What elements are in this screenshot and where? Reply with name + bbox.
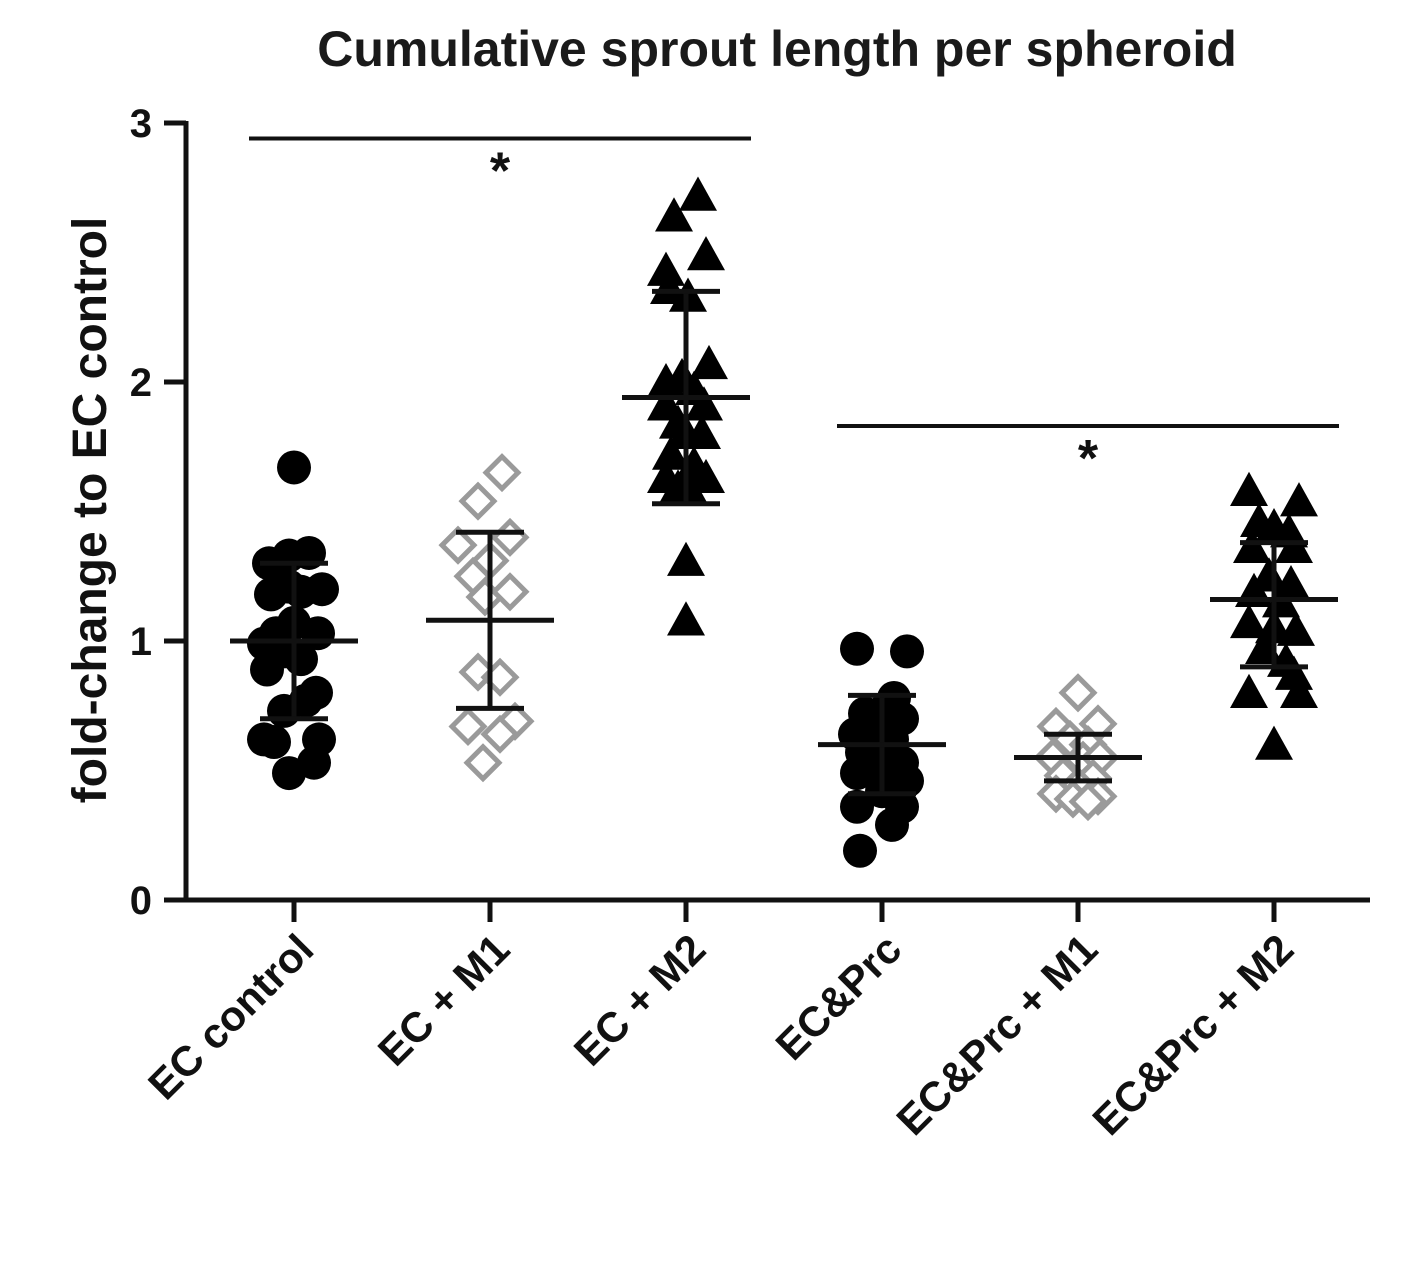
significance-star: * [490, 143, 511, 201]
data-point [687, 236, 725, 271]
series-group [426, 453, 554, 783]
data-point [1275, 655, 1313, 690]
data-point [490, 517, 530, 557]
y-tick-label: 0 [130, 879, 152, 923]
series-group [1210, 471, 1338, 760]
data-point [1255, 725, 1293, 760]
data-point [671, 471, 709, 506]
data-point [284, 642, 318, 677]
data-point [840, 756, 874, 791]
data-point [875, 807, 909, 842]
data-point [277, 450, 311, 485]
data-point [647, 251, 685, 286]
series-group [230, 450, 358, 791]
data-point [1277, 611, 1315, 646]
data-point [297, 745, 331, 780]
data-point [1275, 528, 1313, 563]
data-point [448, 706, 488, 747]
x-category-label: EC&Prc + M2 [1083, 925, 1302, 1144]
data-point [463, 743, 503, 783]
data-point [480, 714, 520, 754]
y-axis-label: fold-change to EC control [64, 217, 117, 804]
data-point [667, 541, 705, 576]
data-point [685, 386, 723, 421]
data-point [1230, 673, 1268, 708]
x-category-label: EC + M1 [369, 925, 519, 1075]
y-tick-label: 1 [130, 620, 152, 664]
series-group [622, 176, 750, 636]
data-point [655, 197, 693, 232]
data-point [438, 525, 478, 565]
data-point [284, 574, 318, 609]
data-point [1058, 673, 1098, 713]
x-category-label: EC + M2 [565, 925, 715, 1075]
y-tick-label: 2 [130, 361, 152, 405]
data-point [667, 601, 705, 636]
data-point [840, 789, 874, 824]
chart-title: Cumulative sprout length per spheroid [317, 21, 1237, 77]
data-point [1230, 471, 1268, 506]
y-tick-label: 3 [130, 102, 152, 146]
data-point [1233, 528, 1271, 563]
series-group [818, 631, 946, 868]
data-point [1230, 603, 1268, 639]
data-point [482, 453, 522, 493]
data-point [247, 722, 281, 757]
data-point [250, 652, 284, 687]
data-point [679, 176, 717, 211]
x-category-label: EC&Prc [767, 925, 911, 1069]
data-point [843, 833, 877, 868]
data-point [1068, 782, 1108, 822]
series-group [1014, 673, 1142, 822]
data-point [840, 631, 874, 666]
x-category-label: EC&Prc + M1 [887, 925, 1106, 1144]
data-point [683, 414, 721, 449]
data-point [1280, 673, 1318, 708]
data-point [652, 435, 690, 470]
data-point [1280, 482, 1318, 517]
x-category-label: EC control [139, 925, 322, 1108]
significance-star: * [1078, 430, 1099, 488]
data-point [458, 481, 498, 521]
data-marks: ** [230, 136, 1339, 868]
data-point [490, 572, 530, 612]
data-point [690, 344, 728, 380]
data-point [890, 634, 924, 669]
